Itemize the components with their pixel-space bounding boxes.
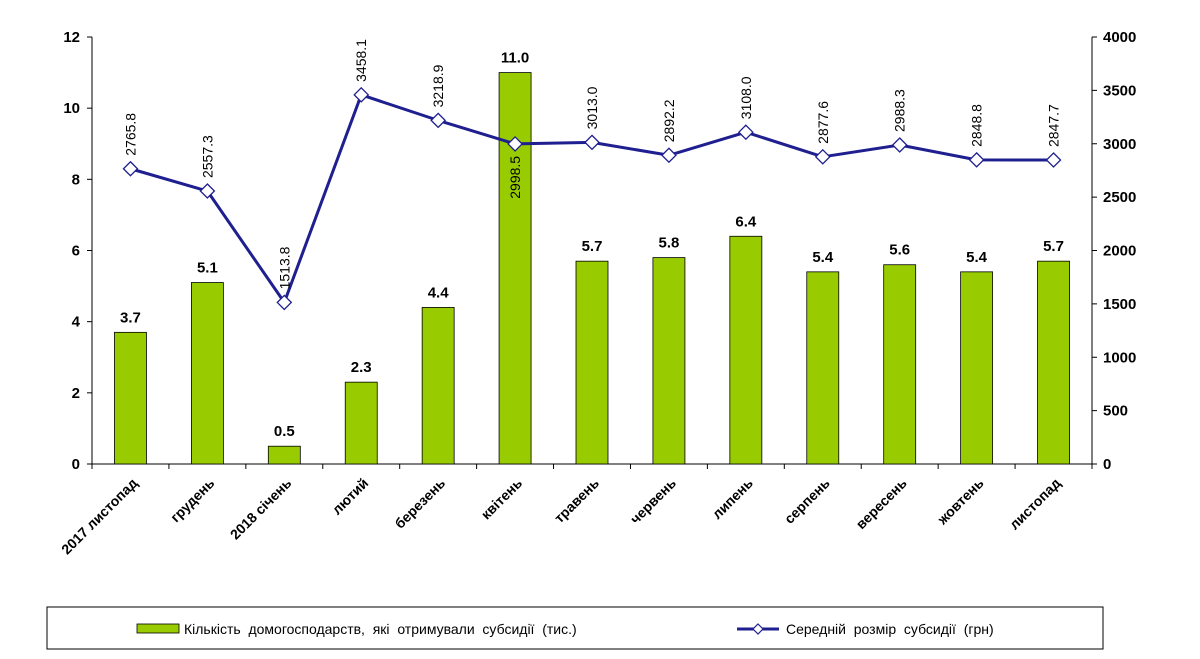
y-left-tick-label: 10 (63, 100, 80, 117)
bar-value-label: 5.6 (889, 242, 910, 259)
x-tick-label: лютий (329, 475, 372, 518)
x-tick-label: липень (709, 475, 757, 523)
legend-swatch-bar (136, 623, 180, 634)
bar-value-label: 4.4 (428, 284, 450, 301)
y-right-tick-label: 2000 (1103, 243, 1136, 260)
line-value-label: 2765.8 (122, 113, 138, 156)
line-point (122, 160, 139, 177)
y-right-tick-label: 4000 (1103, 29, 1136, 46)
bars (114, 72, 1070, 465)
line-point (814, 148, 831, 165)
bar (114, 331, 147, 465)
line-value-label: 1513.8 (276, 246, 292, 289)
bar-value-label: 5.8 (658, 235, 679, 252)
line-value-label: 3218.9 (430, 64, 446, 107)
y-left-tick-label: 0 (72, 456, 80, 473)
line-point (199, 183, 216, 199)
line-point (1045, 152, 1062, 168)
legend-label-bar: Кількість домогосподарств, які отримувал… (184, 621, 577, 637)
data-labels: 3.7 5.1 0.5 2.3 4.4 11.0 5.7 5.8 6.4 5.4 5.6 5.4 5.7… (120, 39, 1064, 440)
line-value-label: 2892.2 (661, 99, 677, 142)
bar-value-label: 5.1 (197, 260, 218, 277)
bar-value-label: 3.7 (120, 309, 141, 326)
y-left-tick-label: 2 (72, 385, 80, 402)
bar (806, 271, 840, 465)
bar-value-label: 2.3 (351, 359, 372, 376)
bar (421, 307, 455, 465)
bar-value-label: 6.4 (735, 213, 757, 230)
y-right-tick-label: 3500 (1103, 82, 1136, 99)
x-tick-label: вересень (853, 475, 911, 533)
bar (729, 235, 763, 465)
bar (1037, 260, 1070, 465)
x-tick-label: листопад (1006, 475, 1064, 533)
bar-value-label: 5.7 (582, 238, 603, 255)
x-tick-label: квітень (478, 475, 526, 523)
line-value-label: 2557.3 (199, 135, 215, 178)
bar (883, 264, 917, 465)
y-right-tick-label: 1500 (1103, 296, 1136, 313)
legend: Кількість домогосподарств, які отримувал… (46, 606, 1104, 650)
line-value-label: 3013.0 (584, 86, 600, 129)
bar (498, 72, 532, 465)
legend-label-line: Середній розмір субсидії (грн) (786, 621, 994, 637)
y-left-tick-label: 8 (72, 171, 80, 188)
bar-value-label: 11.0 (501, 50, 529, 67)
y-right-tick-label: 3000 (1103, 136, 1136, 153)
line-point (891, 137, 908, 153)
line-point (968, 151, 985, 168)
y-left-tick-label: 4 (72, 314, 81, 331)
bar (652, 257, 686, 465)
line-series (122, 86, 1062, 311)
line-value-label: 2847.7 (1046, 104, 1062, 147)
bar (267, 445, 301, 465)
bar (575, 260, 609, 465)
x-tick-label: червень (627, 475, 679, 527)
line-value-label: 3458.1 (353, 39, 369, 82)
x-tick-label: травень (551, 475, 603, 527)
bar-value-label: 0.5 (274, 423, 295, 440)
line-value-label: 2848.8 (969, 104, 985, 147)
line-value-label: 2877.6 (815, 101, 831, 144)
line-point (353, 86, 370, 103)
bar (960, 271, 994, 465)
bar-value-label: 5.4 (812, 249, 834, 266)
line-point (737, 124, 754, 141)
line-value-label: 2988.3 (892, 89, 908, 132)
x-tick-label: 2017 листопад (58, 475, 141, 558)
line-point (584, 134, 600, 151)
x-tick-label: 2018 січень (227, 475, 295, 543)
y-right-tick-label: 1000 (1103, 349, 1136, 366)
bar-value-label: 5.7 (1043, 238, 1064, 255)
line-value-label: 3108.0 (738, 76, 754, 119)
bar (190, 282, 224, 465)
line-point (276, 294, 293, 311)
bar (344, 381, 378, 465)
y-right-tick-label: 2500 (1103, 189, 1136, 206)
legend-box (46, 606, 1104, 650)
x-tick-label: жовтень (934, 475, 987, 528)
line-point (661, 147, 677, 164)
x-tick-label: березень (391, 475, 448, 532)
x-tick-label: серпень (781, 475, 833, 527)
y-right-tick-label: 500 (1103, 403, 1128, 420)
line-point (507, 135, 523, 152)
y-left-tick-label: 12 (63, 29, 80, 46)
y-left-tick-label: 6 (72, 243, 80, 260)
legend-swatch-marker (752, 623, 764, 635)
y-right-tick-label: 0 (1103, 456, 1111, 473)
line-value-label: 2998.5 (507, 156, 523, 199)
x-tick-label: грудень (167, 475, 218, 526)
line-point (430, 112, 447, 129)
bar-value-label: 5.4 (966, 249, 988, 266)
